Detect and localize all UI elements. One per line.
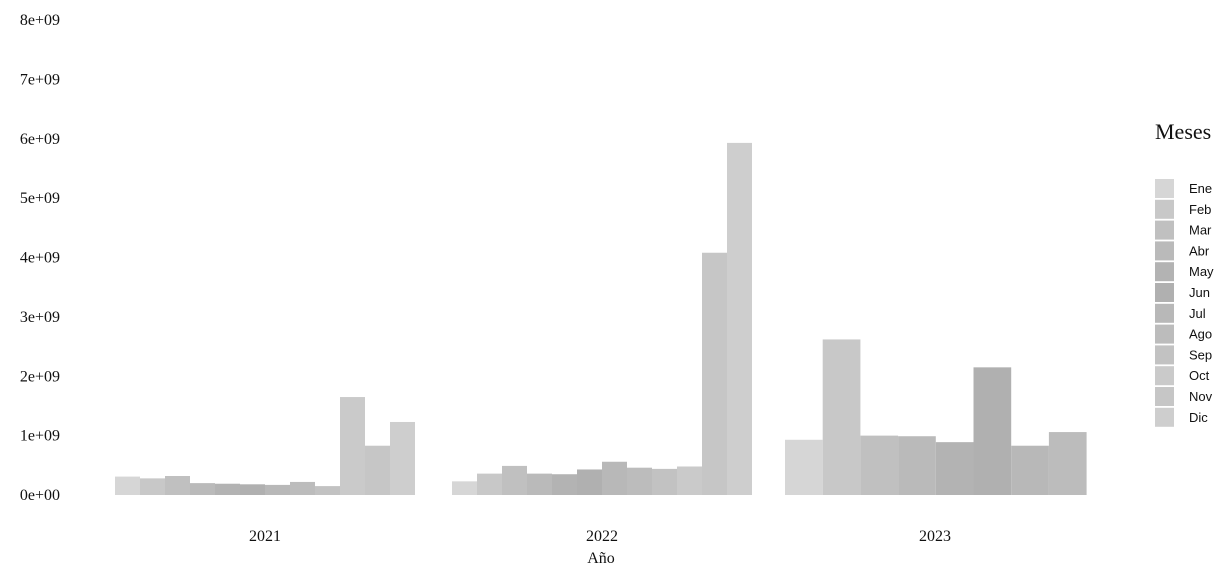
- legend-swatch-dic: [1155, 407, 1174, 427]
- legend-label-sep: Sep: [1189, 347, 1212, 362]
- bar-2022-ene: [452, 481, 477, 495]
- y-tick-label: 1e+09: [20, 428, 60, 445]
- y-tick-label: 6e+09: [20, 131, 60, 148]
- y-tick-label: 4e+09: [20, 250, 60, 267]
- bar-2022-oct: [677, 466, 702, 495]
- bar-2022-nov: [702, 252, 727, 495]
- bar-2021-jul: [265, 484, 290, 495]
- bar-2023-ene: [785, 439, 823, 495]
- legend-label-ene: Ene: [1189, 181, 1212, 196]
- bar-2022-sep: [652, 468, 677, 495]
- bar-2022-ago: [627, 467, 652, 495]
- bar-2021-ago: [290, 481, 315, 495]
- x-tick-label: 2023: [919, 528, 951, 545]
- legend-label-ago: Ago: [1189, 327, 1212, 342]
- legend-label-abr: Abr: [1189, 243, 1210, 258]
- legend-swatch-sep: [1155, 345, 1174, 365]
- legend-swatch-jul: [1155, 303, 1174, 323]
- legend-swatch-feb: [1155, 199, 1174, 219]
- legend-label-feb: Feb: [1189, 202, 1211, 217]
- y-tick-label: 7e+09: [20, 71, 60, 88]
- y-tick-label: 3e+09: [20, 309, 60, 326]
- legend-label-mar: Mar: [1189, 223, 1212, 238]
- legend-swatch-may: [1155, 262, 1174, 282]
- x-axis: 2021 2022 2023: [249, 528, 951, 545]
- y-tick-label: 2e+09: [20, 368, 60, 385]
- bar-2021-abr: [190, 483, 215, 495]
- y-axis: 0e+00 1e+09 2e+09 3e+09 4e+09 5e+09 6e+09 7e+09…: [20, 12, 60, 504]
- y-tick-label: 0e+00: [20, 487, 60, 504]
- bar-2021-jun: [240, 484, 265, 495]
- legend-swatch-ago: [1155, 324, 1174, 344]
- legend-label-dic: Dic: [1189, 410, 1208, 425]
- bar-2023-feb: [822, 339, 861, 495]
- bar-2023-abr: [898, 436, 936, 495]
- legend-title: Meses: [1155, 119, 1211, 144]
- bar-2021-dic: [390, 421, 415, 495]
- bar-2021-feb: [140, 478, 165, 495]
- bar-2023-may: [935, 442, 974, 495]
- bars: [115, 142, 1087, 495]
- bar-2022-dic: [727, 142, 752, 495]
- bar-2021-oct: [340, 397, 365, 495]
- bar-2023-jul: [1011, 445, 1049, 495]
- bar-2022-mar: [502, 465, 527, 495]
- legend-swatch-nov: [1155, 387, 1174, 406]
- y-tick-label: 5e+09: [20, 190, 60, 207]
- legend-label-oct: Oct: [1189, 368, 1210, 383]
- x-tick-label: 2021: [249, 528, 281, 545]
- legend-swatch-abr: [1155, 241, 1174, 261]
- legend-label-may: May: [1189, 264, 1214, 279]
- bar-2021-sep: [315, 486, 340, 495]
- legend-label-jul: Jul: [1189, 306, 1206, 321]
- bar-2022-jul: [602, 461, 627, 495]
- bar-2023-jun: [973, 367, 1012, 495]
- legend-swatch-ene: [1155, 179, 1174, 198]
- legend-swatch-jun: [1155, 283, 1174, 302]
- bar-2021-mar: [165, 476, 190, 495]
- bar-2021-may: [215, 483, 240, 495]
- bar-2022-abr: [527, 473, 552, 495]
- bar-2021-ene: [115, 476, 140, 495]
- bar-2022-jun: [577, 469, 602, 495]
- x-tick-label: 2022: [586, 528, 618, 545]
- legend-label-jun: Jun: [1189, 285, 1210, 300]
- legend-label-nov: Nov: [1189, 389, 1213, 404]
- legend-swatch-oct: [1155, 366, 1174, 386]
- bar-2023-mar: [860, 435, 899, 495]
- bar-2023-ago: [1048, 432, 1087, 495]
- bar-2022-may: [552, 474, 577, 495]
- x-axis-title: Año: [587, 550, 615, 566]
- bar-2022-feb: [477, 473, 502, 495]
- legend-swatch-mar: [1155, 220, 1174, 240]
- legend: Meses Ene Feb Mar Abr May Jun Jul Ago Sep Oct Nov D…: [1155, 119, 1214, 427]
- y-tick-label: 8e+09: [20, 12, 60, 29]
- bar-2021-nov: [365, 445, 390, 495]
